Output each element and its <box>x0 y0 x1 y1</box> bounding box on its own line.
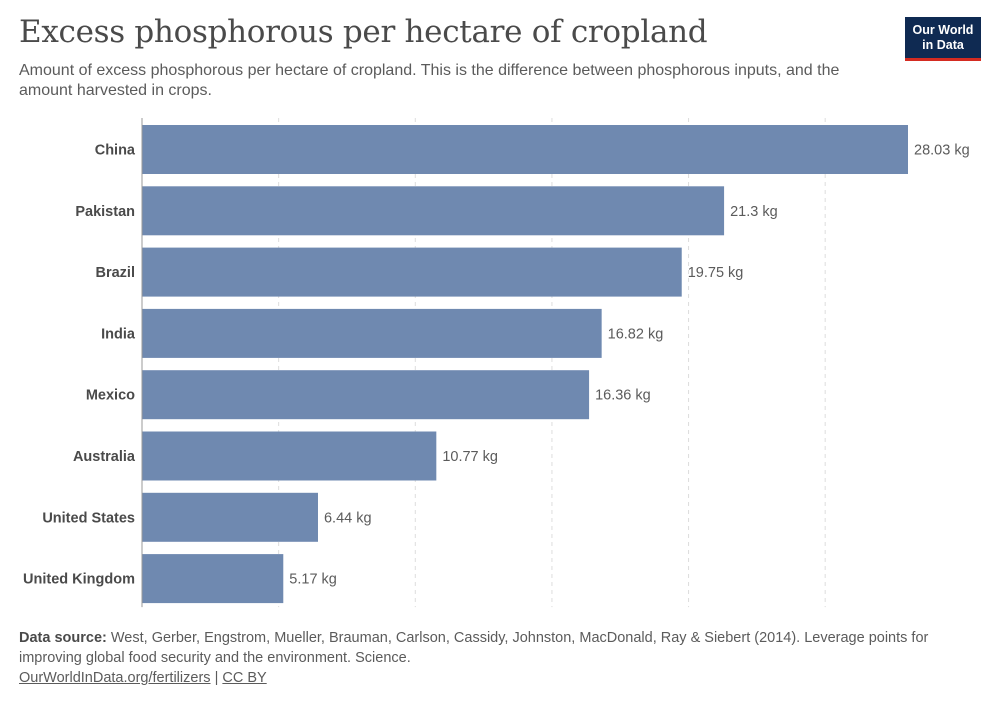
category-label: India <box>101 326 136 342</box>
logo-line-1: Our World <box>912 23 974 37</box>
logo-accent-bar <box>905 58 981 61</box>
chart-title: Excess phosphorous per hectare of cropla… <box>19 14 708 50</box>
category-labels: China Pakistan Brazil India Mexico Australia U… <box>23 143 136 588</box>
bar-mexico[interactable] <box>142 370 590 420</box>
value-label: 6.44 kg <box>324 510 372 526</box>
data-source: Data source: West, Gerber, Engstrom, Mue… <box>19 628 979 668</box>
category-label: United States <box>42 510 135 526</box>
category-label: United Kingdom <box>23 572 135 588</box>
category-label: China <box>95 143 136 159</box>
category-label: Brazil <box>96 265 136 281</box>
footer: Data source: West, Gerber, Engstrom, Mue… <box>19 628 979 688</box>
bar-china[interactable] <box>142 125 908 174</box>
chart-subtitle: Amount of excess phosphorous per hectare… <box>19 62 840 99</box>
source-text: West, Gerber, Engstrom, Mueller, Brauman… <box>19 630 929 666</box>
value-label: 16.82 kg <box>608 326 664 342</box>
bar-australia[interactable] <box>142 431 437 481</box>
category-label: Mexico <box>86 388 135 404</box>
bar-pakistan[interactable] <box>142 186 725 236</box>
value-label: 28.03 kg <box>914 143 970 159</box>
logo-line-2: in Data <box>922 38 964 52</box>
bar-chart: China Pakistan Brazil India Mexico Australia U… <box>23 118 970 608</box>
bars <box>142 125 908 604</box>
value-label: 19.75 kg <box>688 265 744 281</box>
bar-brazil[interactable] <box>142 247 682 297</box>
source-label: Data source: <box>19 630 107 646</box>
source-link[interactable]: OurWorldInData.org/fertilizers <box>19 670 211 686</box>
category-label: Pakistan <box>75 204 135 220</box>
footer-separator: | <box>214 670 219 686</box>
value-label: 16.36 kg <box>595 388 651 404</box>
value-label: 21.3 kg <box>730 204 778 220</box>
bar-india[interactable] <box>142 308 602 358</box>
value-label: 5.17 kg <box>289 572 337 588</box>
value-label: 10.77 kg <box>442 449 498 465</box>
bar-united-states[interactable] <box>142 492 318 542</box>
value-labels: 28.03 kg 21.3 kg 19.75 kg 16.82 kg 16.36 kg 1… <box>289 143 969 588</box>
license-link[interactable]: CC BY <box>222 670 267 686</box>
footer-links: OurWorldInData.org/fertilizers | CC BY <box>19 668 979 688</box>
owid-logo[interactable]: Our World in Data <box>905 17 981 61</box>
bar-united-kingdom[interactable] <box>142 554 284 604</box>
category-label: Australia <box>73 449 136 465</box>
